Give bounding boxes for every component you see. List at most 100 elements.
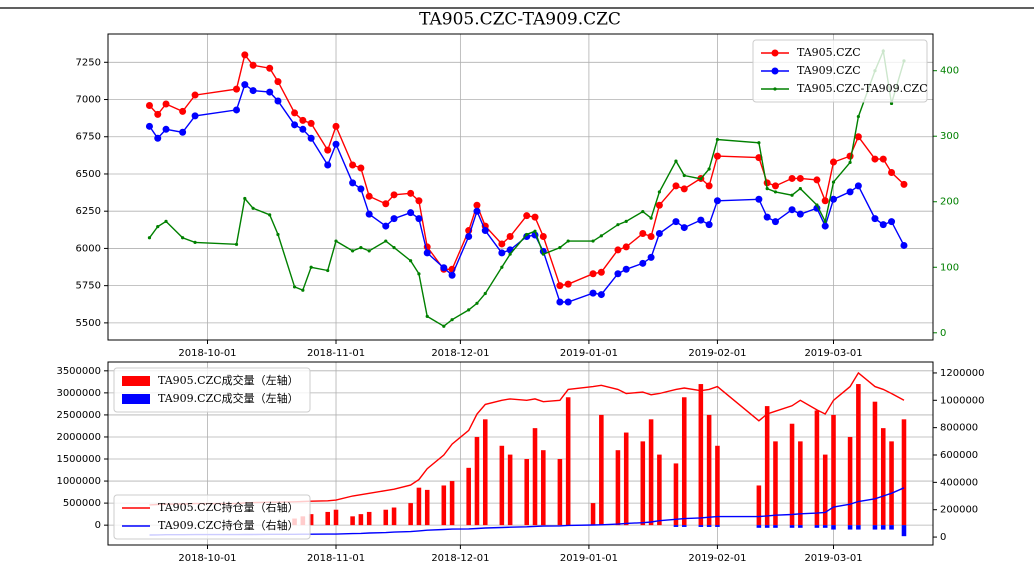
marker	[181, 236, 185, 240]
marker	[788, 174, 796, 182]
bar	[814, 525, 820, 528]
y-tick-label: 3500000	[56, 366, 101, 377]
marker	[390, 191, 398, 199]
marker	[639, 259, 647, 267]
marker	[815, 203, 819, 207]
bar	[706, 414, 712, 526]
bar	[715, 445, 720, 526]
bar	[773, 441, 778, 526]
bar	[698, 525, 704, 527]
bar	[798, 525, 803, 528]
y-tick-label: 5750	[76, 281, 101, 292]
marker	[164, 219, 168, 224]
bar	[822, 525, 828, 528]
marker	[773, 190, 778, 194]
marker	[649, 216, 653, 220]
bar	[325, 511, 331, 526]
marker	[233, 85, 241, 93]
marker	[307, 134, 315, 142]
bar	[764, 525, 770, 528]
marker	[597, 268, 605, 276]
marker	[154, 110, 162, 118]
y2-tick-label: 0	[940, 328, 946, 339]
y-tick-label: 6000	[76, 243, 101, 254]
x-tick-label: 2018-12-01	[431, 553, 489, 564]
marker	[641, 209, 645, 214]
bar	[408, 503, 413, 526]
x-tick-label: 2018-11-01	[307, 348, 365, 359]
bar	[383, 509, 389, 526]
marker	[467, 308, 471, 312]
bar	[449, 481, 455, 526]
marker	[771, 182, 779, 190]
marker	[798, 187, 802, 191]
bar	[789, 423, 795, 526]
marker	[147, 236, 152, 240]
bar	[599, 414, 604, 526]
marker	[830, 195, 838, 203]
marker	[268, 213, 272, 217]
marker	[145, 122, 153, 130]
marker	[251, 206, 255, 210]
marker	[307, 119, 315, 127]
legend-label: TA905.CZC持仓量（右轴）	[158, 500, 299, 514]
marker	[682, 173, 686, 178]
y-tick-label: 2000000	[56, 432, 101, 443]
bar	[441, 485, 447, 526]
marker	[450, 318, 454, 322]
bar	[615, 450, 621, 526]
legend-label: TA905.CZC	[797, 46, 861, 59]
legend-marker	[771, 67, 779, 75]
marker	[680, 185, 688, 193]
bar	[507, 454, 513, 526]
marker	[154, 134, 162, 142]
marker	[291, 121, 299, 129]
y-tick-label: 6250	[76, 206, 101, 217]
bar	[756, 485, 762, 526]
marker	[249, 87, 257, 95]
bar	[847, 525, 853, 530]
marker	[715, 137, 720, 142]
legend-label: TA905.CZC-TA909.CZC	[797, 82, 928, 95]
y2-tick-label: 400000	[940, 477, 978, 488]
marker	[879, 221, 887, 229]
bar	[764, 406, 770, 526]
marker	[417, 272, 421, 276]
bar	[856, 384, 861, 526]
marker	[440, 264, 448, 272]
y2-tick-label: 0	[940, 532, 946, 543]
marker	[415, 215, 423, 223]
marker	[357, 164, 365, 172]
marker	[589, 289, 597, 297]
marker	[854, 133, 862, 141]
marker	[299, 125, 307, 133]
legend-label: TA909.CZC持仓量（右轴）	[158, 518, 299, 532]
bar	[474, 436, 480, 526]
bar	[773, 525, 778, 528]
marker	[243, 196, 247, 201]
marker	[365, 192, 373, 200]
bar	[901, 419, 907, 526]
bar	[499, 445, 505, 526]
marker	[674, 159, 678, 163]
x-tick-label: 2018-10-01	[178, 348, 236, 359]
marker	[349, 179, 357, 187]
marker	[705, 182, 713, 190]
marker	[274, 97, 282, 105]
marker	[162, 100, 170, 108]
marker	[384, 239, 388, 243]
y2-tick-label: 1000000	[940, 395, 985, 406]
marker	[498, 240, 506, 248]
bar	[901, 525, 907, 537]
legend-swatch	[122, 376, 150, 386]
marker	[367, 249, 371, 253]
marker	[382, 222, 390, 230]
marker	[846, 188, 854, 196]
bar	[880, 428, 886, 526]
marker	[249, 61, 257, 69]
marker	[900, 241, 908, 249]
legend-swatch	[122, 394, 150, 404]
x-tick-label: 2019-03-01	[804, 348, 862, 359]
marker	[624, 219, 628, 224]
